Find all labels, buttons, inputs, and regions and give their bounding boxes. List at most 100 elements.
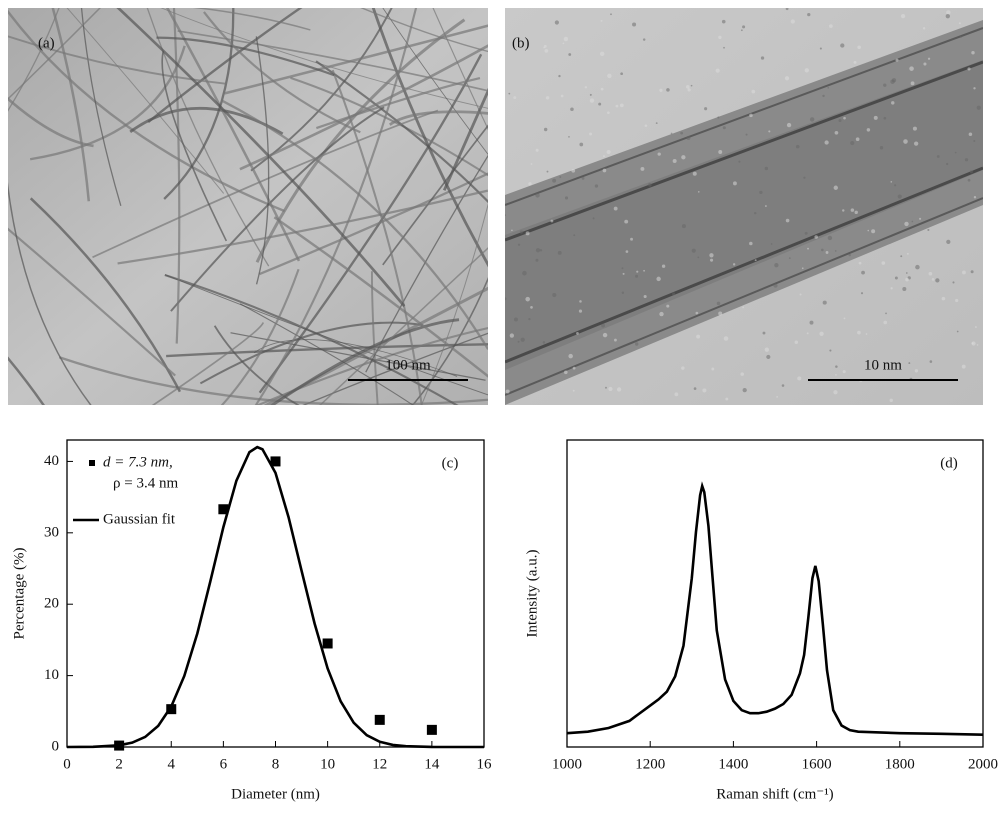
texture-dot (702, 388, 706, 392)
texture-dot (891, 101, 894, 104)
texture-dot (718, 36, 721, 39)
texture-dot (662, 265, 665, 268)
texture-dot (827, 87, 829, 89)
data-point (427, 725, 437, 735)
texture-dot (974, 196, 976, 198)
texture-dot (911, 81, 915, 85)
x-axis-label: Diameter (nm) (231, 786, 320, 802)
texture-dot (968, 179, 971, 182)
texture-dot (952, 281, 954, 283)
texture-dot (855, 211, 858, 214)
texture-dot (733, 263, 735, 265)
texture-dot (617, 387, 621, 391)
legend-marker (89, 460, 95, 466)
texture-dot (850, 141, 854, 145)
texture-dot (821, 249, 824, 252)
texture-dot (768, 130, 770, 132)
texture-dot (733, 181, 737, 185)
texture-dot (565, 196, 568, 199)
texture-dot (547, 171, 549, 173)
y-tick-label: 20 (44, 596, 59, 612)
texture-dot (552, 293, 556, 297)
texture-dot (829, 24, 833, 28)
texture-dot (942, 297, 946, 301)
scale-bar-label: 10 nm (864, 357, 902, 373)
texture-dot (579, 310, 582, 313)
texture-dot (849, 254, 851, 256)
texture-dot (504, 214, 506, 216)
texture-dot (867, 230, 869, 232)
texture-dot (883, 83, 886, 86)
texture-dot (820, 47, 822, 49)
texture-dot (907, 253, 909, 255)
texture-dot (930, 360, 933, 363)
texture-dot (513, 96, 516, 99)
texture-dot (742, 25, 745, 28)
texture-dot (923, 27, 925, 29)
texture-dot (673, 159, 677, 163)
texture-dot (843, 370, 846, 373)
texture-dot (544, 128, 547, 131)
texture-dot (623, 273, 625, 275)
texture-dot (671, 133, 673, 135)
texture-dot (622, 292, 624, 294)
texture-dot (691, 85, 693, 87)
texture-dot (913, 127, 917, 131)
texture-dot (823, 301, 827, 305)
texture-dot (902, 287, 906, 291)
texture-dot (946, 163, 948, 165)
texture-dot (786, 7, 789, 10)
texture-dot (520, 230, 523, 233)
texture-dot (880, 146, 883, 149)
texture-dot (718, 311, 722, 315)
texture-dot (861, 271, 865, 275)
texture-dot (859, 262, 862, 265)
panel-label: (c) (442, 455, 459, 471)
texture-dot (971, 51, 974, 54)
x-tick-label: 10 (320, 756, 335, 772)
texture-dot (504, 297, 507, 300)
data-line (67, 447, 484, 747)
texture-dot (765, 205, 767, 207)
texture-dot (833, 390, 837, 394)
texture-dot (971, 342, 973, 344)
texture-dot (563, 43, 565, 45)
x-tick-label: 6 (220, 756, 228, 772)
texture-dot (861, 292, 863, 294)
texture-dot (716, 69, 720, 73)
texture-dot (898, 194, 902, 198)
texture-dot (568, 136, 570, 138)
texture-dot (723, 126, 726, 129)
texture-dot (749, 242, 753, 246)
x-tick-label: 0 (63, 756, 71, 772)
x-tick-label: 14 (424, 756, 440, 772)
texture-dot (856, 137, 860, 141)
texture-dot (834, 186, 838, 190)
texture-dot (789, 257, 791, 259)
texture-dot (601, 88, 604, 91)
texture-dot (603, 333, 607, 337)
x-tick-label: 1400 (718, 756, 748, 772)
x-tick-label: 1200 (635, 756, 665, 772)
texture-dot (605, 387, 607, 389)
texture-dot (626, 250, 629, 253)
texture-dot (969, 132, 973, 136)
texture-dot (635, 275, 638, 278)
texture-dot (738, 161, 740, 163)
texture-dot (508, 93, 510, 95)
y-axis-label: Percentage (%) (11, 547, 27, 639)
texture-dot (704, 107, 707, 110)
texture-dot (659, 312, 663, 316)
texture-dot (593, 217, 595, 219)
texture-dot (866, 333, 868, 335)
texture-dot (564, 37, 569, 42)
texture-dot (957, 331, 959, 333)
texture-dot (598, 103, 601, 106)
texture-dot (937, 155, 940, 158)
texture-dot (536, 149, 539, 152)
texture-dot (682, 224, 686, 228)
texture-dot (526, 231, 530, 235)
texture-dot (681, 155, 685, 159)
legend-note: ρ = 3.4 nm (113, 475, 178, 491)
texture-dot (692, 249, 696, 253)
